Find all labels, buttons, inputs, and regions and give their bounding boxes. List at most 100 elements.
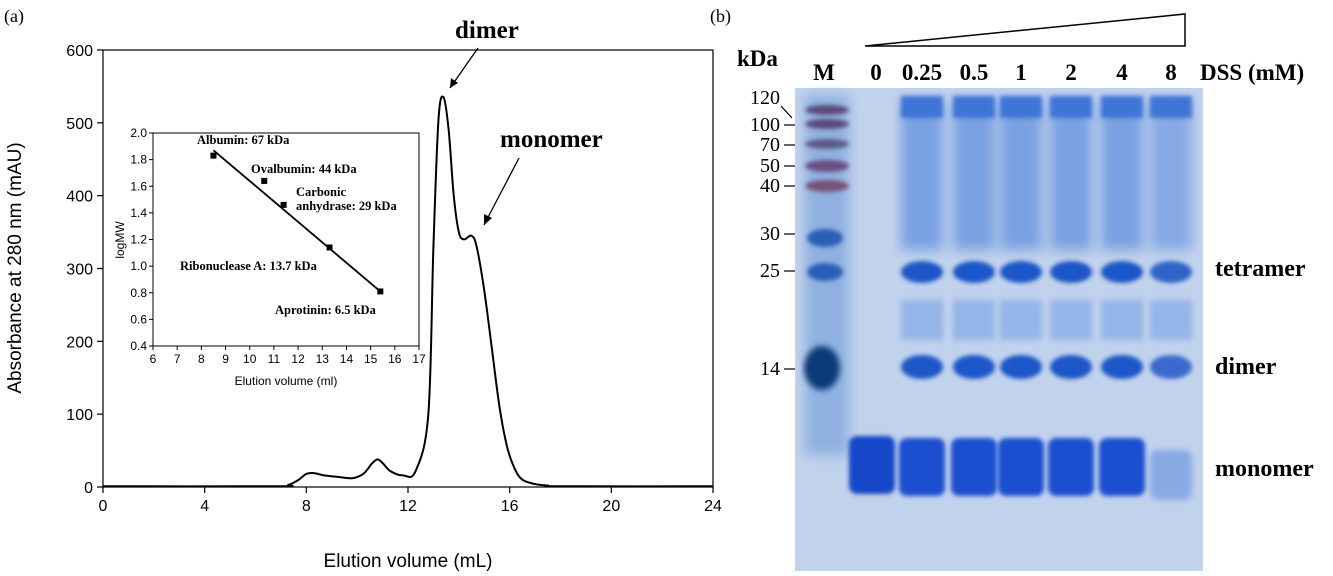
panel-b-label: (b)	[710, 6, 731, 27]
marker-band-25	[807, 263, 843, 281]
lane-label-4: 4	[1116, 60, 1128, 85]
lane-tetramer-band	[1050, 261, 1092, 283]
inset-y-tick-label: 1.8	[130, 153, 147, 167]
main-y-tick-label: 0	[84, 480, 93, 497]
inset-y-tick-label: 0.8	[130, 286, 147, 300]
calibration-point	[280, 201, 287, 208]
main-y-tick-label: 500	[66, 116, 93, 133]
marker-tick-120	[780, 105, 793, 119]
inset-x-tick-label: 13	[316, 352, 330, 366]
lane-0-monomer-band	[849, 436, 895, 494]
marker-band-120	[805, 105, 849, 115]
lane-label-8: 8	[1165, 60, 1177, 85]
inset-y-tick-label: 1.0	[130, 259, 147, 273]
lane-smear	[1101, 100, 1143, 250]
point-label-carbonic-line2: anhydrase: 29 kDa	[296, 199, 397, 213]
main-x-tick-label: 8	[302, 498, 311, 515]
main-x-tick-label: 12	[399, 498, 417, 515]
lane-mid-smear	[1050, 300, 1092, 340]
lane-top-band	[1000, 96, 1042, 118]
main-y-tick-label: 400	[66, 189, 93, 206]
marker-band-70	[805, 139, 849, 149]
lane-mid-smear	[1150, 300, 1192, 340]
calibration-fit-line	[212, 149, 381, 293]
lane-dimer-band	[953, 355, 995, 379]
dimer-label: dimer	[1215, 354, 1277, 380]
inset-x-ticks: 6 7 8 9 10 11 12 13 14 15 16 17	[150, 346, 426, 366]
dss-label: DSS (mM)	[1200, 60, 1304, 85]
point-label-ribonuclease: Ribonuclease A: 13.7 kDa	[180, 259, 318, 273]
lane-top-band	[953, 96, 995, 118]
main-x-tick-label: 4	[200, 498, 209, 515]
lane-label-0-5: 0.5	[960, 60, 989, 85]
calibration-point	[210, 152, 217, 159]
marker-label-40: 40	[760, 175, 780, 197]
lane-label-marker: M	[813, 60, 835, 85]
point-label-albumin: Albumin: 67 kDa	[197, 133, 290, 147]
marker-label-14: 14	[760, 358, 780, 380]
lane-mid-smear	[1000, 300, 1042, 340]
lane-smear	[1050, 100, 1092, 250]
marker-label-30: 30	[760, 223, 780, 245]
main-y-tick-label: 200	[66, 334, 93, 351]
inset-y-axis-label: logMW	[113, 221, 127, 259]
inset-x-tick-label: 10	[243, 352, 257, 366]
kda-label: kDa	[737, 46, 778, 71]
inset-y-tick-label: 2.0	[130, 126, 147, 140]
dimer-arrowhead	[450, 78, 458, 88]
point-label-carbonic-line1: Carbonic	[296, 185, 346, 199]
lane-monomer-band	[998, 438, 1044, 496]
lane-top-band	[1050, 96, 1092, 118]
lane-labels: M 0 0.25 0.5 1 2 4 8 DSS (mM)	[813, 60, 1304, 85]
lane-dimer-band	[901, 355, 943, 379]
dss-gradient-triangle	[864, 13, 1186, 47]
inset-x-tick-label: 11	[268, 352, 281, 366]
calibration-point	[326, 244, 333, 251]
lane-top-band	[1101, 96, 1143, 118]
lane-dimer-band	[1050, 355, 1092, 379]
lane-dimer-band	[1101, 355, 1143, 379]
lane-mid-smear	[1101, 300, 1143, 340]
lane-monomer-band	[1150, 450, 1192, 500]
inset-y-tick-label: 0.6	[130, 312, 147, 326]
lane-label-0: 0	[870, 60, 882, 85]
lane-monomer-band	[1048, 438, 1094, 496]
main-x-tick-label: 0	[99, 498, 108, 515]
marker-band-50	[805, 160, 849, 172]
lane-dimer-band	[1000, 355, 1042, 379]
inset-x-tick-label: 16	[388, 352, 402, 366]
lane-top-band	[901, 96, 943, 118]
lane-top-band	[1150, 96, 1192, 118]
marker-label-70: 70	[760, 134, 780, 156]
point-label-aprotinin: Aprotinin: 6.5 kDa	[275, 303, 377, 317]
main-y-tick-label: 100	[66, 407, 93, 424]
lane-smear	[901, 100, 943, 250]
inset-x-tick-label: 14	[340, 352, 354, 366]
lane-mid-smear	[953, 300, 995, 340]
lane-tetramer-band	[1000, 261, 1042, 283]
marker-label-120: 120	[750, 87, 780, 109]
marker-ticks	[780, 105, 795, 370]
point-label-ovalbumin: Ovalbumin: 44 kDa	[251, 162, 357, 176]
marker-band-30	[807, 229, 843, 247]
marker-label-25: 25	[760, 260, 780, 282]
main-y-axis-label: Absorbance at 280 nm (mAU)	[5, 142, 26, 393]
main-x-tick-label: 16	[501, 498, 519, 515]
monomer-arrowhead	[484, 214, 492, 225]
elution-chart: 0 4 8 12 16 20 24 0 100 200 300 400 500 600 Elution …	[5, 17, 722, 572]
inset-x-tick-label: 7	[174, 352, 181, 366]
monomer-arrow	[483, 157, 520, 226]
sds-page-gel: kDa M 0 0.25 0.5 1 2 4 8 DSS (mM)	[737, 13, 1314, 571]
lane-mid-smear	[901, 300, 943, 340]
lane-tetramer-band	[1150, 261, 1192, 283]
inset-y-tick-label: 1.4	[130, 206, 147, 220]
main-x-ticks: 0 4 8 12 16 20 24	[99, 487, 722, 515]
inset-x-tick-label: 8	[198, 352, 205, 366]
inset-x-axis-label: Elution volume (ml)	[235, 374, 338, 388]
lane-tetramer-band	[1101, 261, 1143, 283]
monomer-label: monomer	[1215, 456, 1314, 482]
marker-label-50: 50	[760, 155, 780, 177]
lane-tetramer-band	[953, 261, 995, 283]
calibration-points	[210, 152, 384, 295]
lane-dimer-band	[1150, 355, 1192, 379]
